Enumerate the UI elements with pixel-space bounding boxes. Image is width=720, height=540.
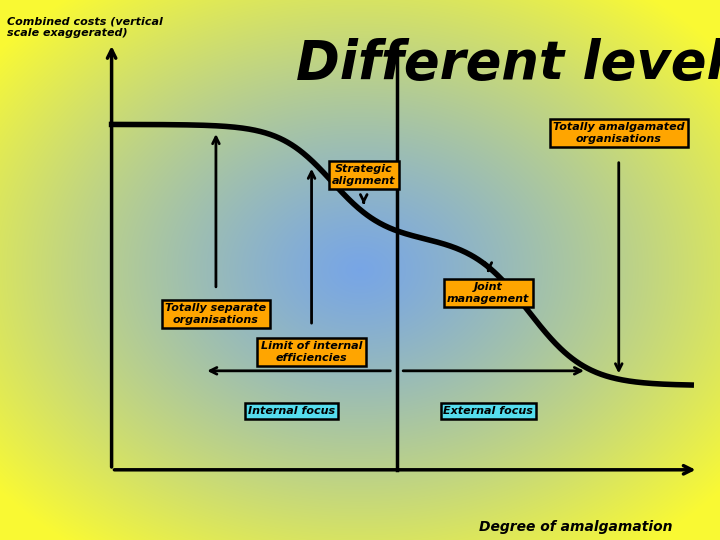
- Text: Totally separate
organisations: Totally separate organisations: [166, 303, 266, 325]
- Text: Limit of internal
efficiencies: Limit of internal efficiencies: [261, 341, 362, 363]
- Text: Internal focus: Internal focus: [248, 406, 335, 416]
- Text: Joint
management: Joint management: [447, 282, 529, 303]
- Text: Degree of amalgamation: Degree of amalgamation: [480, 519, 672, 534]
- Text: External focus: External focus: [444, 406, 534, 416]
- Text: Strategic
alignment: Strategic alignment: [332, 164, 395, 186]
- Text: Different levels: Different levels: [296, 38, 720, 90]
- Text: Totally amalgamated
organisations: Totally amalgamated organisations: [553, 122, 685, 144]
- Text: Combined costs (vertical
scale exaggerated): Combined costs (vertical scale exaggerat…: [7, 16, 163, 38]
